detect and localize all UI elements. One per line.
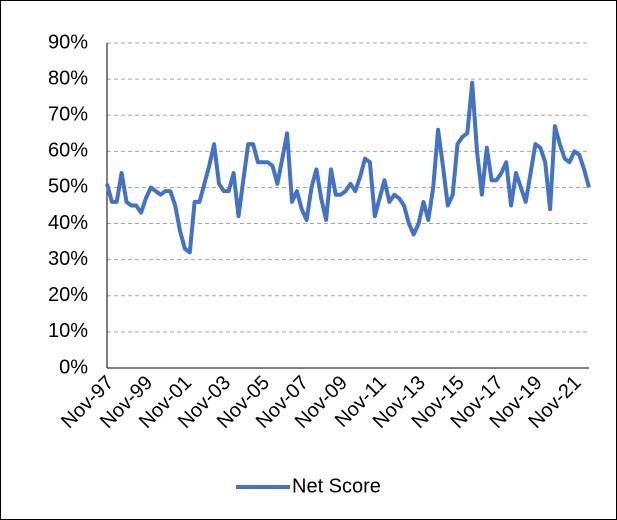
y-tick-label: 30% [48, 248, 88, 270]
y-tick-label: 50% [48, 176, 88, 198]
legend-label: Net Score [292, 475, 381, 497]
line-series [105, 80, 591, 255]
y-tick-label: 10% [48, 320, 88, 342]
y-tick-label: 20% [48, 284, 88, 306]
y-tick-label: 60% [48, 140, 88, 162]
y-tick-label: 0% [59, 356, 88, 378]
y-tick-label: 70% [48, 104, 88, 126]
y-tick-label: 80% [48, 67, 88, 89]
y-tick-label: 90% [48, 31, 88, 53]
y-tick-label: 40% [48, 212, 88, 234]
